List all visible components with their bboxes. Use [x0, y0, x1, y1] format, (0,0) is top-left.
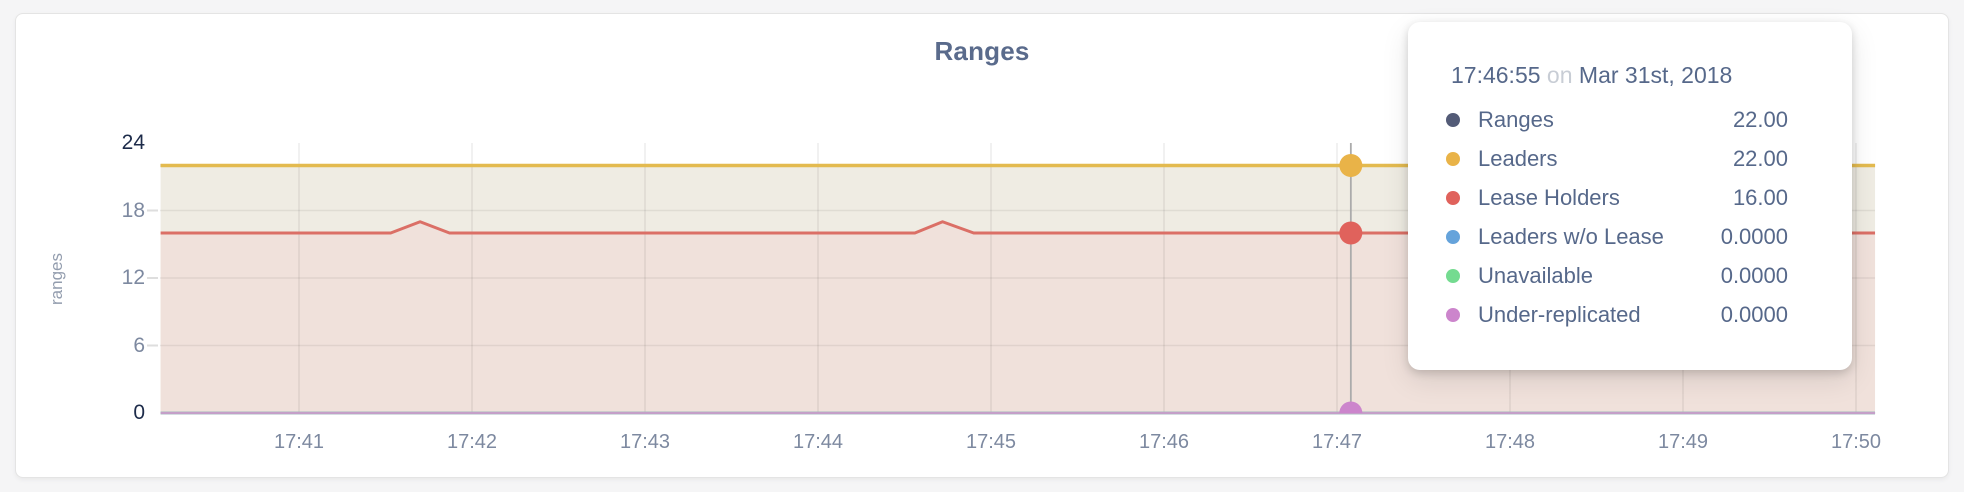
tooltip-series-label: Lease Holders	[1478, 184, 1620, 210]
x-tick-label-17-41: 17:41	[273, 431, 325, 453]
tooltip-row-leaders: Leaders 22.00	[1446, 139, 1788, 178]
tooltip-series-label: Unavailable	[1478, 262, 1593, 288]
tooltip-date: Mar 31st, 2018	[1578, 62, 1733, 88]
tooltip-series-value: 22.00	[1732, 106, 1788, 132]
tooltip-series-label: Leaders w/o Lease	[1478, 223, 1664, 249]
tooltip-series-label: Ranges	[1478, 106, 1554, 132]
hover-dot-leaders	[1339, 154, 1363, 177]
tooltip-series-value: 0.0000	[1720, 223, 1788, 249]
x-tick-label-17-44: 17:44	[792, 431, 844, 453]
y-tick-label-6: 6	[133, 333, 145, 357]
x-tick-label-17-46: 17:46	[1138, 431, 1190, 453]
tooltip-time: 17:46:55	[1451, 62, 1541, 88]
tooltip-on-word: on	[1546, 62, 1573, 88]
hover-tooltip: 17:46:55 on Mar 31st, 2018 Ranges 22.00 Le…	[1408, 22, 1852, 370]
series-dot-icon	[1446, 112, 1460, 127]
tooltip-series-value: 22.00	[1732, 145, 1788, 171]
x-tick-label-17-43: 17:43	[619, 431, 671, 453]
series-dot-icon	[1446, 229, 1460, 244]
chart-title: Ranges	[934, 36, 1030, 66]
x-tick-label-17-50: 17:50	[1830, 431, 1882, 453]
tooltip-row-lease-holders: Lease Holders 16.00	[1446, 178, 1788, 217]
x-tick-label-17-49: 17:49	[1657, 431, 1709, 453]
tooltip-series-value: 0.0000	[1720, 262, 1788, 288]
tooltip-series-label: Under-replicated	[1478, 301, 1641, 327]
x-tick-label-17-48: 17:48	[1484, 431, 1536, 453]
series-dot-icon	[1446, 190, 1460, 205]
tooltip-row-leaders-w-o-lease: Leaders w/o Lease 0.0000	[1446, 217, 1788, 256]
y-tick-label-0: 0	[133, 401, 145, 424]
tooltip-series-label: Leaders	[1478, 145, 1558, 171]
x-tick-label-17-45: 17:45	[965, 431, 1017, 453]
tooltip-series-value: 16.00	[1732, 184, 1788, 210]
series-dot-icon	[1446, 307, 1460, 322]
series-line-lease-holders	[160, 220, 1876, 235]
tooltip-timestamp: 17:46:55 on Mar 31st, 2018	[1451, 58, 1788, 92]
y-tick-label-18: 18	[121, 198, 145, 222]
tooltip-row-unavailable: Unavailable 0.0000	[1446, 256, 1788, 295]
hover-dot-lease-holders	[1339, 221, 1363, 245]
x-tick-label-17-47: 17:47	[1311, 431, 1363, 453]
tooltip-row-under-replicated: Under-replicated 0.0000	[1446, 295, 1788, 334]
tooltip-row-ranges: Ranges 22.00	[1446, 100, 1788, 139]
series-dot-icon	[1446, 151, 1460, 166]
y-tick-label-24: 24	[121, 131, 145, 154]
y-tick-label-12: 12	[121, 266, 145, 289]
tooltip-series-value: 0.0000	[1720, 301, 1788, 327]
hover-dot-under-replicated	[1339, 401, 1363, 413]
x-tick-label-17-42: 17:42	[446, 431, 498, 453]
series-dot-icon	[1446, 268, 1460, 283]
